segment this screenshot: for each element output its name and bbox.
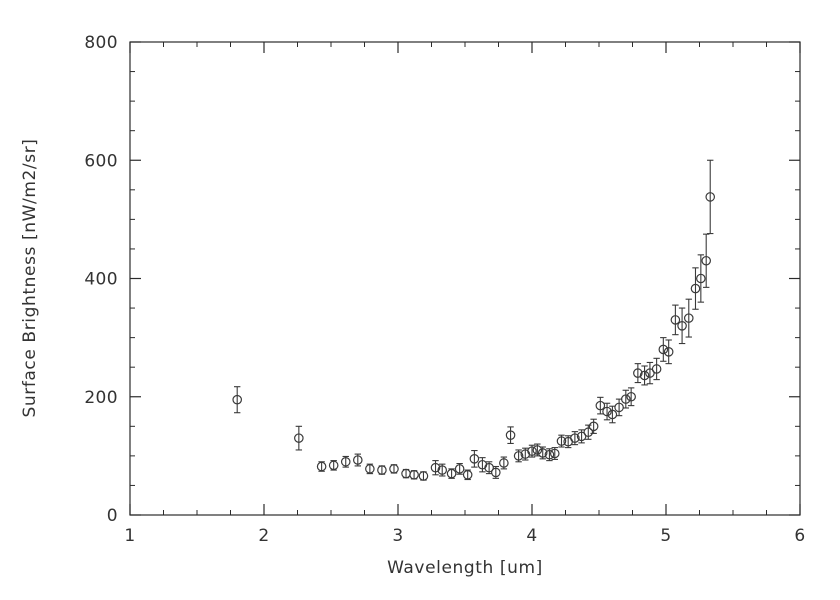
x-tick-label: 5 [660,526,671,546]
data-point [620,394,631,404]
data-point [513,451,524,461]
data-point [294,433,304,443]
data-point [505,430,516,440]
y-axis-title: Surface Brightness [nW/m2/sr] [20,138,40,418]
data-point [469,454,480,464]
data-point [365,464,375,474]
data-point [418,471,429,481]
data-point [544,449,555,460]
data-point [670,315,681,325]
data-point [696,273,706,284]
y-tick-label: 600 [84,151,118,171]
data-point [499,458,509,468]
y-tick-label: 800 [84,33,118,53]
data-point [639,370,650,381]
data-point [645,368,655,378]
data-point [409,469,419,480]
data-point [484,462,494,473]
x-tick-label: 1 [124,526,135,546]
data-point [549,448,560,459]
data-point [576,431,587,442]
data-point [588,421,599,432]
data-point [614,402,624,413]
data-point [527,446,537,456]
data-point [705,192,716,202]
data-point [454,464,465,474]
data-point [651,364,662,374]
data-point [607,409,618,420]
data-point [446,468,457,479]
data-point [658,344,669,355]
data-point [626,391,636,402]
data-point [537,448,548,458]
y-tick-label: 200 [84,388,118,408]
data-point [583,427,594,438]
data-point [701,255,711,266]
data-point [570,433,580,443]
data-point [316,461,327,472]
data-point [377,465,387,475]
y-tick-label: 400 [84,270,118,290]
data-point [677,320,687,331]
plot-frame [129,41,801,516]
data-point [430,462,441,473]
data-point [352,455,363,465]
y-tick-label: 0 [107,506,118,526]
data-point [462,469,473,480]
x-tick-label: 6 [794,526,805,546]
data-point [602,406,612,417]
x-tick-label: 3 [392,526,403,546]
data-point [532,445,543,455]
data-point [595,400,606,411]
data-point [328,460,339,471]
data-point [683,313,694,323]
data-point [556,436,567,446]
data-point [633,368,643,378]
x-axis-title: Wavelength [um] [387,558,543,578]
data-point [389,464,399,474]
data-point [340,456,351,467]
data-point [491,467,501,478]
x-tick-label: 2 [258,526,269,546]
data-point [663,347,674,357]
data-point [232,394,242,405]
data-point [437,465,448,475]
data-point [690,283,701,294]
x-tick-label: 4 [526,526,537,546]
